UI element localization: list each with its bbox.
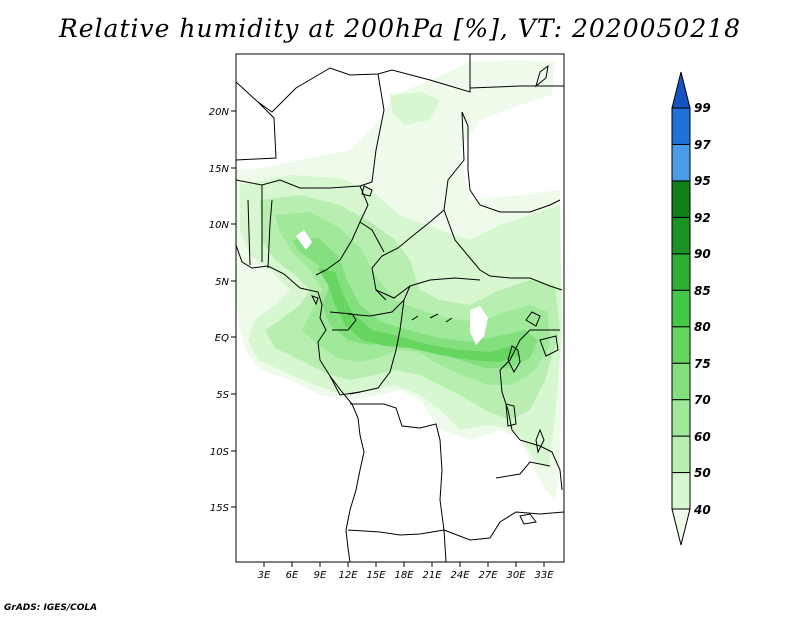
grads-credit: GrADS: IGES/COLA: [4, 603, 98, 613]
y-tick-label: 10S: [210, 447, 230, 458]
x-axis: 3E 6E 9E 12E 15E 18E 21E 24E 27E 30E 33E: [258, 562, 554, 581]
colorbar-box: [671, 435, 691, 474]
colorbar-box: [671, 143, 691, 182]
x-tick-label: 15E: [366, 570, 386, 581]
map-title: Relative humidity at 200hPa [%], VT: 202…: [58, 14, 742, 43]
colorbar-label: 75: [694, 357, 711, 371]
y-tick-label: 10N: [209, 220, 230, 231]
y-tick-label: 5S: [216, 390, 229, 401]
x-tick-label: 21E: [422, 570, 442, 581]
colorbar-label: 85: [694, 284, 711, 298]
colorbar-bottom-arrow: [671, 508, 691, 546]
y-tick-label: EQ: [215, 333, 229, 344]
humidity-field: [236, 60, 562, 500]
x-tick-label: 12E: [338, 570, 358, 581]
colorbar-box: [671, 107, 691, 145]
colorbar-box: [671, 362, 691, 401]
colorbar-label: 99: [694, 101, 711, 115]
colorbar-label: 40: [693, 503, 711, 517]
colorbar-label: 50: [694, 466, 711, 480]
colorbar-box: [671, 399, 691, 437]
x-tick-label: 33E: [534, 570, 554, 581]
colorbar-top-arrow: [671, 71, 691, 109]
y-tick-label: 15N: [209, 164, 230, 175]
colorbar-box: [671, 253, 691, 291]
country-borders: [236, 54, 564, 562]
y-tick-label: 15S: [210, 503, 230, 514]
x-tick-label: 27E: [478, 570, 498, 581]
y-tick-label: 5N: [215, 277, 229, 288]
y-tick-label: 20N: [209, 107, 230, 118]
colorbar: 99 97 95 92 90 85 80 75 70 60 50 40: [671, 71, 711, 546]
colorbar-label: 80: [694, 320, 711, 334]
colorbar-label: 60: [694, 430, 711, 444]
colorbar-box: [671, 180, 691, 218]
map-frame: [235, 53, 565, 563]
x-tick-label: 3E: [258, 570, 271, 581]
x-tick-label: 30E: [506, 570, 526, 581]
colorbar-label: 70: [694, 393, 711, 407]
colorbar-label: 97: [694, 138, 711, 152]
colorbar-box: [671, 289, 691, 328]
y-axis: 20N 15N 10N 5N EQ 5S 10S 15S: [209, 107, 236, 514]
x-tick-label: 9E: [314, 570, 327, 581]
colorbar-label: 92: [694, 211, 711, 225]
colorbar-box: [671, 472, 691, 510]
colorbar-label: 95: [694, 174, 711, 188]
x-tick-label: 18E: [394, 570, 414, 581]
colorbar-box: [671, 326, 691, 364]
colorbar-box: [671, 216, 691, 255]
x-tick-label: 24E: [450, 570, 470, 581]
colorbar-label: 90: [694, 247, 711, 261]
x-tick-label: 6E: [286, 570, 299, 581]
